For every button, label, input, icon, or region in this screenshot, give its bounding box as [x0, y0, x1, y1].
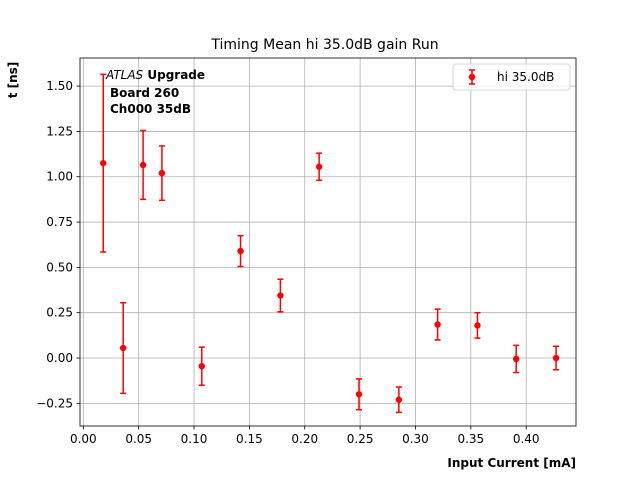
marker: [513, 355, 520, 363]
legend-box: [452, 63, 571, 91]
marker: [100, 159, 107, 167]
data-point: [237, 234, 244, 268]
data-point: [513, 344, 520, 374]
data-point: [434, 308, 441, 341]
marker: [158, 169, 166, 177]
data-point: [100, 73, 107, 253]
x-tick-label: 0.20: [291, 432, 318, 446]
annotation-block: ATLAS Upgrade Board 260 Ch000 35dB: [105, 68, 205, 116]
annotation-atlas: ATLAS: [105, 68, 144, 82]
marker: [395, 396, 403, 403]
marker: [552, 354, 560, 362]
data-point: [355, 378, 363, 411]
x-tick-label: 0.10: [181, 432, 208, 446]
marker: [355, 391, 363, 398]
data-point: [315, 152, 323, 182]
y-tick-label: 0.75: [46, 215, 73, 229]
x-tick-label: 0.30: [402, 432, 429, 446]
marker: [198, 362, 205, 370]
legend: hi 35.0dB: [452, 63, 571, 91]
y-tick-label: 1.25: [46, 124, 73, 138]
marker: [119, 344, 127, 352]
x-tick-label: 0.25: [347, 432, 374, 446]
x-tick-label: 0.40: [513, 432, 540, 446]
axis-ticks: [76, 85, 527, 430]
y-tick-label: 1.50: [46, 79, 73, 93]
data-point: [158, 145, 166, 202]
x-tick-label: 0.05: [125, 432, 152, 446]
y-tick-label: −0.25: [36, 396, 73, 410]
data-point: [119, 301, 127, 395]
legend-label: hi 35.0dB: [497, 70, 554, 84]
data-point: [395, 386, 403, 414]
y-tick-label: 0.50: [46, 260, 73, 274]
marker: [139, 161, 147, 169]
annotation-line-2: Board 260: [110, 86, 179, 100]
data-point: [139, 129, 147, 201]
grid: [80, 58, 576, 426]
marker: [474, 322, 481, 329]
data-point: [277, 278, 284, 313]
x-tick-label: 0.15: [236, 432, 263, 446]
legend-marker: [468, 73, 476, 81]
annotation-line-3: Ch000 35dB: [110, 102, 191, 116]
chart-title: Timing Mean hi 35.0dB gain Run: [210, 37, 438, 53]
x-tick-labels: 0.00 0.05 0.10 0.15 0.20 0.25 0.30 0.35 0.40: [70, 432, 540, 446]
marker: [277, 292, 284, 299]
y-tick-labels: −0.25 0.00 0.25 0.50 0.75 1.00 1.25 1.50: [36, 79, 73, 410]
y-tick-label: 0.25: [46, 306, 73, 320]
x-axis-label: Input Current [mA]: [447, 456, 576, 470]
data-series: [100, 73, 560, 414]
x-tick-label: 0.00: [70, 432, 97, 446]
x-tick-label: 0.35: [457, 432, 484, 446]
y-axis-label: t [ns]: [6, 62, 20, 99]
annotation-upgrade: Upgrade: [143, 68, 205, 82]
y-tick-label: 0.00: [46, 351, 73, 365]
marker: [434, 321, 441, 328]
data-point: [552, 345, 560, 371]
marker: [237, 247, 244, 255]
plot-frame: [79, 57, 577, 427]
marker: [315, 163, 323, 170]
y-tick-label: 1.00: [46, 170, 73, 184]
data-point: [198, 346, 205, 386]
data-point: [474, 311, 481, 339]
annotation-line-1: ATLAS Upgrade: [105, 68, 205, 82]
